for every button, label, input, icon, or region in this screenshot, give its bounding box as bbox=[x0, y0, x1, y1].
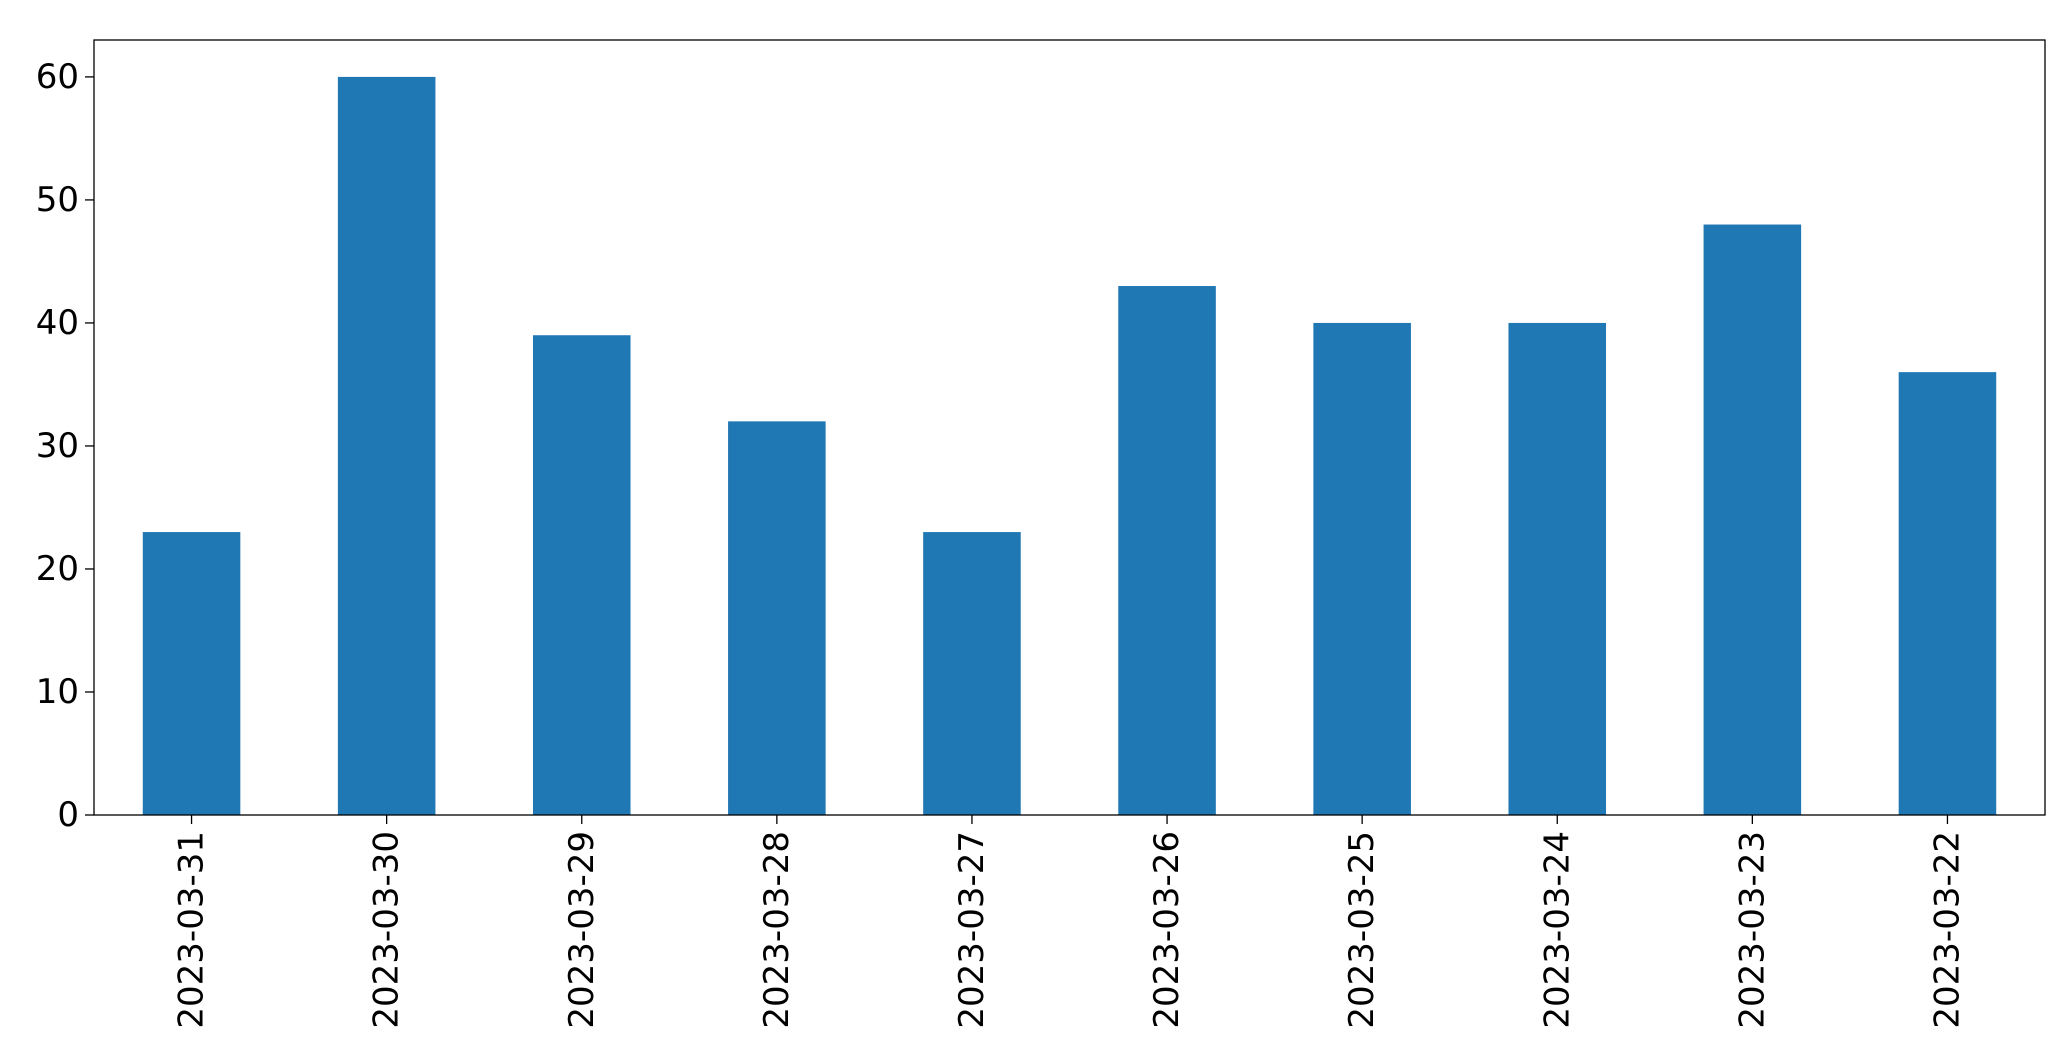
x-axis: 2023-03-31 2023-03-30 2023-03-29 2023-03-28… bbox=[172, 815, 1967, 1029]
bars-group bbox=[142, 76, 1997, 815]
y-tick-label: 0 bbox=[57, 795, 79, 835]
y-tick-label: 20 bbox=[36, 549, 79, 589]
y-tick-label: 60 bbox=[36, 57, 79, 97]
bar-2023-03-25 bbox=[1313, 322, 1411, 815]
x-tick-label: 2023-03-28 bbox=[757, 831, 797, 1029]
bar-2023-03-23 bbox=[1703, 224, 1802, 815]
y-tick-label: 40 bbox=[36, 303, 79, 343]
y-tick-label: 30 bbox=[36, 426, 79, 466]
plot-frame bbox=[93, 39, 2046, 816]
x-tick-label: 2023-03-22 bbox=[1927, 831, 1967, 1029]
x-tick-label: 2023-03-27 bbox=[952, 831, 992, 1029]
y-axis: 0 10 20 30 40 50 60 bbox=[36, 57, 94, 835]
x-tick-label: 2023-03-26 bbox=[1147, 831, 1187, 1029]
x-tick-label: 2023-03-31 bbox=[172, 831, 212, 1029]
x-tick-label: 2023-03-23 bbox=[1732, 831, 1772, 1029]
x-tick-label: 2023-03-30 bbox=[367, 831, 407, 1029]
bar-2023-03-26 bbox=[1118, 286, 1216, 815]
x-tick-label: 2023-03-25 bbox=[1342, 831, 1382, 1029]
x-tick-label: 2023-03-24 bbox=[1537, 831, 1577, 1029]
bar-2023-03-30 bbox=[337, 76, 436, 815]
bar-2023-03-28 bbox=[728, 421, 826, 815]
bar-2023-03-24 bbox=[1508, 322, 1607, 815]
bar-2023-03-31 bbox=[142, 532, 241, 815]
bar-2023-03-27 bbox=[923, 532, 1021, 815]
y-tick-label: 10 bbox=[36, 672, 79, 712]
x-tick-label: 2023-03-29 bbox=[562, 831, 602, 1029]
y-tick-label: 50 bbox=[36, 180, 79, 220]
bar-2023-03-22 bbox=[1898, 372, 1997, 815]
bar-2023-03-29 bbox=[532, 335, 631, 815]
